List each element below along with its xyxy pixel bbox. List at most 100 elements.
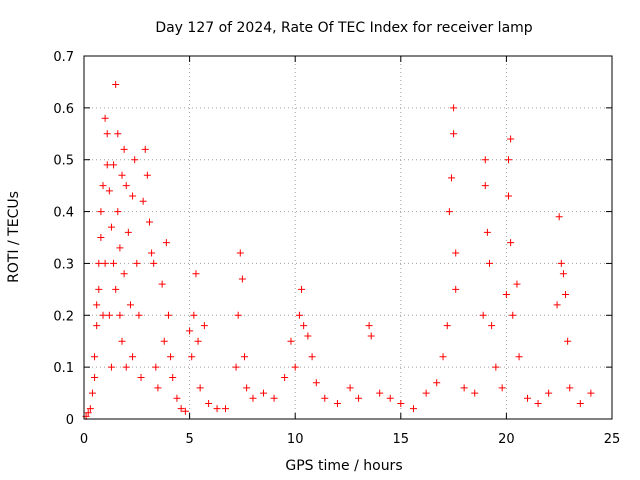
data-point <box>186 327 194 335</box>
data-point <box>481 156 489 164</box>
data-point <box>270 394 278 402</box>
data-point <box>126 301 134 309</box>
data-point <box>101 114 109 122</box>
data-point <box>587 389 595 397</box>
data-point <box>559 270 567 278</box>
data-point <box>509 311 517 319</box>
data-point <box>162 239 170 247</box>
data-point <box>139 197 147 205</box>
data-point <box>93 301 101 309</box>
data-point <box>333 399 341 407</box>
data-point <box>447 174 455 182</box>
data-point <box>452 285 460 293</box>
data-point <box>481 182 489 190</box>
data-point <box>291 363 299 371</box>
data-point <box>97 208 105 216</box>
data-point <box>450 104 458 112</box>
data-point <box>234 311 242 319</box>
data-points <box>82 81 595 420</box>
data-point <box>154 384 162 392</box>
data-point <box>439 353 447 361</box>
data-point <box>241 353 249 361</box>
data-point <box>169 374 177 382</box>
data-point <box>188 353 196 361</box>
data-point <box>260 389 268 397</box>
data-point <box>86 405 94 413</box>
data-point <box>300 322 308 330</box>
x-tick-label: 5 <box>185 432 193 447</box>
data-point <box>534 399 542 407</box>
data-point <box>148 249 156 257</box>
data-point <box>376 389 384 397</box>
data-point <box>129 192 137 200</box>
data-point <box>492 363 500 371</box>
x-tick-label: 15 <box>393 432 410 447</box>
data-point <box>386 394 394 402</box>
data-point <box>505 192 513 200</box>
data-point <box>513 280 521 288</box>
data-point <box>460 384 468 392</box>
data-point <box>308 353 316 361</box>
data-point <box>557 259 565 267</box>
data-point <box>91 374 99 382</box>
data-point <box>105 187 113 195</box>
data-point <box>515 353 523 361</box>
data-point <box>452 249 460 257</box>
data-point <box>190 311 198 319</box>
data-point <box>97 234 105 241</box>
data-point <box>84 409 92 417</box>
data-point <box>486 259 494 267</box>
data-point <box>312 379 320 387</box>
data-point <box>112 81 120 89</box>
data-point <box>160 337 168 345</box>
data-point <box>135 311 143 319</box>
grid-lines <box>84 56 612 419</box>
data-point <box>133 259 141 267</box>
data-point <box>507 239 515 247</box>
plot-frame <box>83 55 613 420</box>
data-point <box>249 394 257 402</box>
x-tick-label: 10 <box>287 432 304 447</box>
data-point <box>88 389 96 397</box>
data-point <box>243 384 251 392</box>
data-point <box>143 171 151 179</box>
data-point <box>118 171 126 179</box>
data-point <box>95 259 103 267</box>
data-point <box>232 363 240 371</box>
data-point <box>321 394 329 402</box>
data-point <box>145 218 153 226</box>
y-tick-label: 0.1 <box>53 361 74 376</box>
y-tick-label: 0.4 <box>53 206 74 221</box>
axis-ticks <box>83 55 613 420</box>
chart-title: Day 127 of 2024, Rate Of TEC Index for r… <box>155 20 532 36</box>
data-point <box>555 213 563 221</box>
data-point <box>498 384 506 392</box>
data-point <box>181 407 189 415</box>
y-tick-label: 0.7 <box>53 50 74 65</box>
y-tick-label: 0 <box>66 413 74 428</box>
x-tick-label: 25 <box>604 432 621 447</box>
data-point <box>192 270 200 278</box>
data-point <box>205 399 213 407</box>
data-point <box>152 363 160 371</box>
data-point <box>95 285 103 293</box>
data-point <box>346 384 354 392</box>
y-tick-label: 0.3 <box>53 257 74 272</box>
data-point <box>545 389 553 397</box>
data-point <box>99 182 107 190</box>
data-point <box>129 353 137 361</box>
data-point <box>137 374 145 382</box>
x-tick-labels: 0 5 10 15 20 25 <box>80 432 620 447</box>
data-point <box>433 379 441 387</box>
data-point <box>114 130 122 138</box>
y-tick-label: 0.2 <box>53 309 74 324</box>
data-point <box>397 399 405 407</box>
data-point <box>295 311 303 319</box>
data-point <box>105 311 113 319</box>
data-point <box>564 337 572 345</box>
data-point <box>114 208 122 216</box>
data-point <box>524 394 532 402</box>
data-point <box>122 363 130 371</box>
data-point <box>196 384 204 392</box>
